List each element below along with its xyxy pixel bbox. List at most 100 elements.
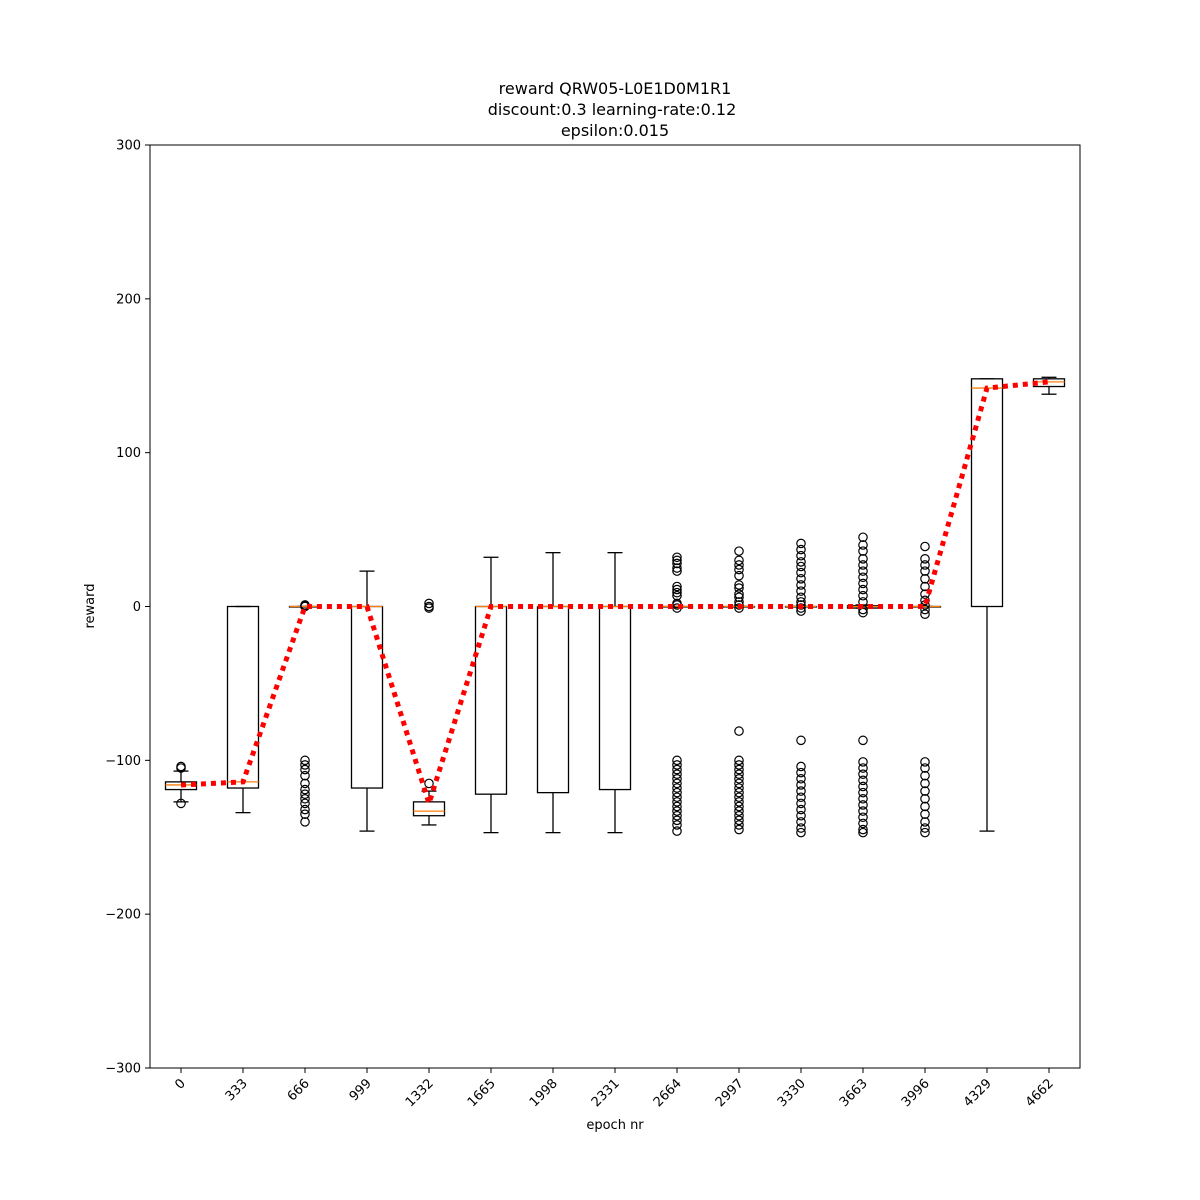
outlier-point (858, 572, 868, 583)
outlier-point (920, 809, 930, 819)
outlier-point (920, 763, 930, 773)
chart-title-line-1: reward QRW05-L0E1D0M1R1 (499, 79, 732, 98)
box (226, 605, 260, 789)
outlier-point (858, 787, 868, 798)
outlier-point (796, 798, 806, 809)
outlier-point (920, 541, 930, 552)
outlier-point (858, 546, 868, 556)
outlier-point (176, 763, 186, 773)
outlier-point (672, 552, 682, 563)
box-group-2664 (660, 552, 694, 836)
outlier-point (424, 603, 434, 613)
x-tick-label: 1332 (403, 1076, 437, 1110)
y-tick-label: 100 (116, 446, 141, 461)
outlier-point (920, 604, 930, 615)
axes: −300 −200 −100 0 100 200 300 0 333 666 999 1332 1665… (105, 139, 1081, 1110)
outlier-point (796, 827, 806, 838)
outlier-point (796, 550, 806, 561)
outlier-point (920, 560, 930, 570)
outlier-point (796, 767, 806, 778)
outlier-point (858, 781, 868, 792)
outlier-point (858, 818, 868, 829)
x-tick-label: 666 (285, 1076, 313, 1104)
y-tick-label: −200 (105, 908, 141, 923)
outlier-point (300, 817, 310, 827)
outlier-point (734, 755, 744, 766)
x-tick-label: 1998 (527, 1076, 561, 1110)
outlier-point (858, 763, 868, 773)
outlier-point (858, 584, 868, 595)
x-tick-label: 3330 (775, 1076, 809, 1110)
outlier-point (920, 827, 930, 838)
outlier-point (734, 589, 744, 599)
outlier-point (734, 546, 744, 556)
y-tick-label: 200 (116, 292, 141, 307)
outlier-point (796, 823, 806, 833)
outlier-point (672, 787, 682, 798)
outlier-point (300, 809, 310, 819)
outlier-point (796, 810, 806, 821)
outlier-point (424, 778, 434, 789)
outlier-point (734, 783, 744, 793)
x-tick-label: 3663 (837, 1076, 871, 1110)
outlier-point (734, 820, 744, 830)
outlier-point (672, 778, 682, 789)
x-tick-label: 4662 (1023, 1076, 1057, 1110)
outlier-point (796, 574, 806, 584)
outlier-point (734, 787, 744, 798)
y-tick-label: −300 (105, 1062, 141, 1077)
outlier-point (920, 581, 930, 592)
outlier-point (858, 540, 868, 550)
outlier-point (734, 773, 744, 784)
x-tick-label: 2664 (651, 1076, 685, 1110)
outlier-point (300, 789, 310, 799)
box (536, 605, 570, 794)
box-group-666 (288, 600, 322, 827)
outlier-point (858, 532, 868, 543)
box-group-1998 (536, 552, 570, 834)
outlier-point (796, 761, 806, 772)
outlier-point (858, 566, 868, 576)
outlier-point (300, 804, 310, 815)
outlier-point (672, 810, 682, 821)
outlier-point (796, 780, 806, 790)
chart-title-line-2: discount:0.3 learning-rate:0.12 (488, 100, 737, 119)
box (970, 378, 1004, 608)
outlier-point (858, 775, 868, 786)
outlier-point (734, 824, 744, 835)
outlier-point (858, 735, 868, 746)
outlier-point (858, 827, 868, 838)
outlier-point (920, 786, 930, 796)
outlier-point (300, 798, 310, 809)
outlier-point (672, 773, 682, 784)
outlier-point (672, 820, 682, 830)
outlier-point (300, 755, 310, 766)
box-group-3663 (846, 532, 880, 838)
chart-title-line-3: epsilon:0.015 (561, 121, 669, 140)
outlier-point (858, 560, 868, 570)
outlier-point (672, 566, 682, 576)
outlier-point (734, 815, 744, 826)
outlier-point (858, 800, 868, 810)
outlier-point (672, 584, 682, 595)
outlier-point (858, 578, 868, 589)
outlier-point (734, 760, 744, 770)
outlier-point (300, 778, 310, 789)
box-group-1332 (412, 598, 446, 826)
box-group-3996 (908, 541, 942, 838)
x-axis-label: epoch nr (586, 1118, 644, 1133)
outlier-point (796, 600, 806, 610)
y-axis-label: reward (83, 583, 98, 628)
outlier-point (858, 824, 868, 835)
outlier-point (734, 560, 744, 570)
box-group-4329 (970, 378, 1004, 832)
y-tick-label: 0 (133, 600, 141, 615)
outlier-point (176, 798, 186, 809)
x-tick-label: 333 (223, 1076, 251, 1104)
outlier-point (796, 735, 806, 746)
box-group-1665 (474, 556, 508, 834)
x-tick-label: 4329 (961, 1076, 995, 1110)
x-tick-label: 2997 (713, 1076, 747, 1110)
outlier-point (300, 760, 310, 770)
